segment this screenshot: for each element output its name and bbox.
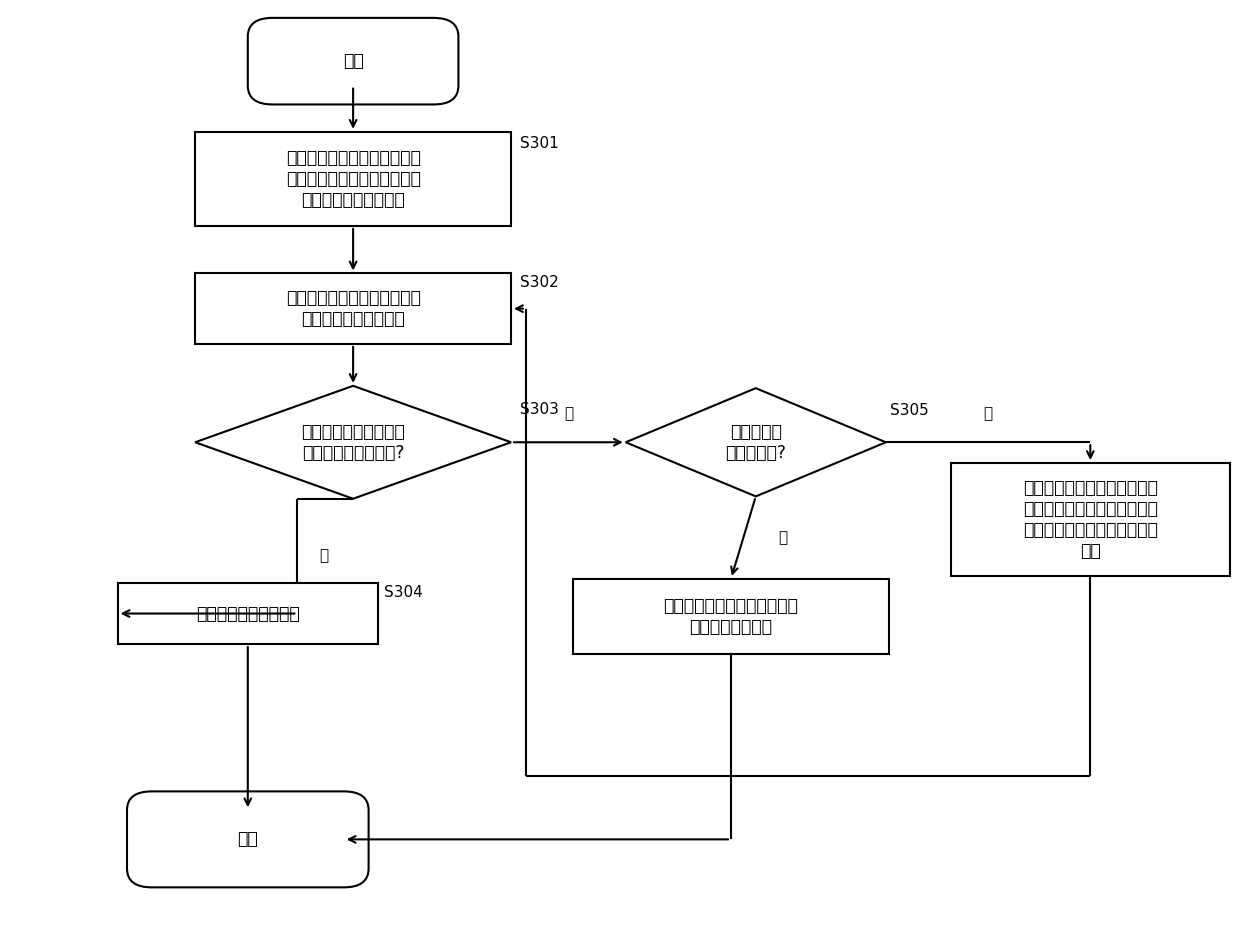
FancyBboxPatch shape (572, 579, 890, 654)
FancyBboxPatch shape (195, 132, 510, 226)
Text: 否: 否 (984, 407, 992, 422)
Text: 是: 是 (778, 530, 787, 545)
Text: 控制门动电机停止转动，并发
出障碍物警报信息: 控制门动电机停止转动，并发 出障碍物警报信息 (664, 597, 798, 636)
FancyBboxPatch shape (128, 791, 368, 887)
Text: 根据目标开启方向信息及目标
开启速度信息控制门动电机驱
动车门按特定方向及速度转动
开启: 根据目标开启方向信息及目标 开启速度信息控制门动电机驱 动车门按特定方向及速度转… (1023, 479, 1157, 560)
Text: 开始: 开始 (343, 52, 363, 71)
FancyBboxPatch shape (248, 18, 458, 104)
Text: 提取车门开启指令中的目标开
启幅度信息、目标开启方向信
息及目标开启速度信息: 提取车门开启指令中的目标开 启幅度信息、目标开启方向信 息及目标开启速度信息 (286, 149, 420, 209)
Text: 获取雷达检测的障碍物信号及
车门当前开启幅度信息: 获取雷达检测的障碍物信号及 车门当前开启幅度信息 (286, 289, 420, 328)
Polygon shape (195, 386, 510, 499)
Text: S303: S303 (520, 402, 559, 417)
Text: S304: S304 (384, 585, 422, 600)
FancyBboxPatch shape (195, 274, 510, 343)
Text: 障碍物信号
为有物信号?: 障碍物信号 为有物信号? (725, 423, 787, 462)
Text: 车门当前开启幅度信息
为目标开启幅度信息?: 车门当前开启幅度信息 为目标开启幅度信息? (301, 423, 405, 462)
Text: S301: S301 (520, 136, 559, 152)
Text: 是: 是 (320, 549, 328, 564)
Text: 结束: 结束 (238, 830, 258, 849)
FancyBboxPatch shape (952, 463, 1229, 576)
FancyBboxPatch shape (118, 582, 378, 645)
Polygon shape (626, 389, 886, 497)
Text: 控制门动电机停止转动: 控制门动电机停止转动 (196, 604, 300, 623)
Text: S302: S302 (520, 275, 559, 290)
Text: 否: 否 (564, 407, 572, 422)
Text: S305: S305 (890, 403, 928, 418)
